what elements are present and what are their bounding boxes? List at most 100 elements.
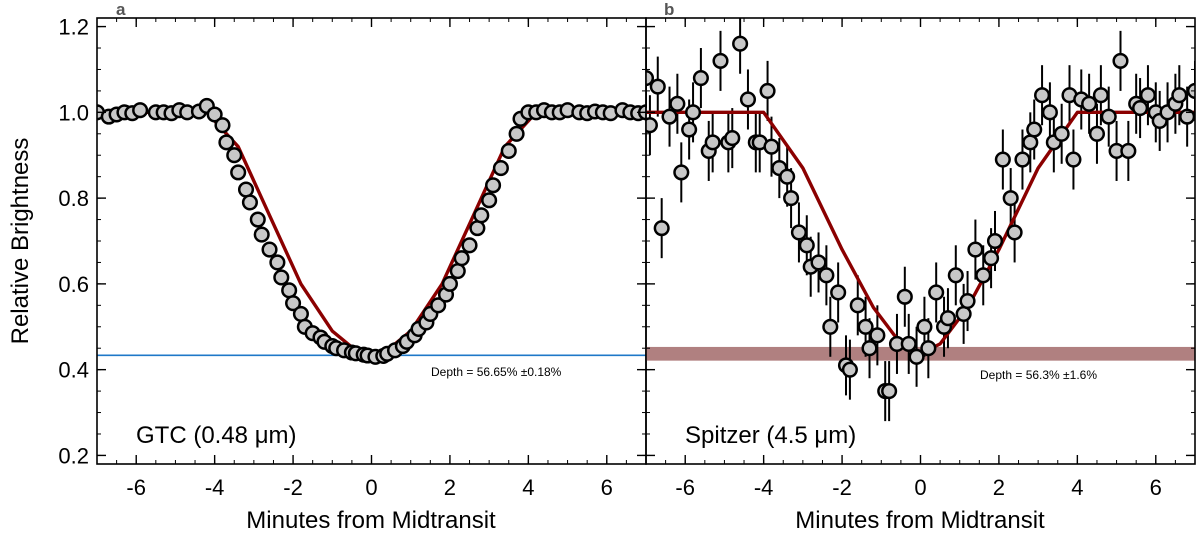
- x-tick-label: -6: [126, 475, 146, 500]
- data-point: [1034, 87, 1051, 104]
- data-point: [453, 250, 470, 267]
- data-point: [928, 284, 945, 301]
- data-point: [692, 69, 709, 87]
- data-point: [1053, 125, 1070, 142]
- x-tick-label: 6: [1150, 475, 1162, 500]
- data-point: [916, 318, 933, 335]
- data-point: [857, 318, 874, 335]
- data-point: [732, 35, 749, 52]
- data-point: [841, 361, 858, 378]
- data-point: [1081, 95, 1098, 112]
- x-tick-label: -2: [832, 475, 852, 500]
- data-point: [947, 267, 964, 284]
- data-point: [955, 305, 972, 322]
- data-point: [653, 220, 670, 237]
- panel-b-x-axis-title: Minutes from Midtransit: [795, 507, 1045, 534]
- data-point: [1112, 52, 1129, 69]
- data-point: [822, 318, 839, 335]
- data-point: [230, 164, 247, 181]
- data-point: [849, 297, 866, 314]
- panel-a-depth-label: Depth = 56.65% ±0.18%: [431, 365, 562, 379]
- data-point: [681, 121, 698, 138]
- y-tick-label: 0.2: [58, 443, 89, 468]
- data-point: [983, 250, 1000, 267]
- y-tick-label: 0.6: [58, 272, 89, 297]
- data-point: [1014, 151, 1031, 168]
- panel-a-model-layer: [97, 110, 646, 357]
- x-tick-label: -4: [754, 475, 774, 500]
- data-point: [739, 91, 757, 108]
- data-point: [759, 82, 776, 99]
- data-point: [1100, 108, 1117, 125]
- panel-a-letter: a: [116, 0, 126, 19]
- data-point: [967, 241, 984, 258]
- panel-b-depth-label: Depth = 56.3% ±1.6%: [980, 368, 1097, 382]
- x-tick-label: 4: [1071, 475, 1083, 500]
- x-tick-label: 0: [914, 475, 926, 500]
- x-tick-label: 0: [365, 475, 377, 500]
- data-point: [1065, 151, 1082, 168]
- data-point: [261, 241, 278, 258]
- data-point: [986, 232, 1004, 250]
- data-point: [1179, 108, 1195, 125]
- data-point: [810, 254, 827, 271]
- data-point: [481, 192, 498, 209]
- data-point: [763, 138, 780, 155]
- y-tick-label: 1.2: [58, 15, 89, 40]
- data-point: [430, 297, 447, 314]
- data-point: [896, 288, 913, 305]
- data-point: [869, 327, 886, 344]
- data-point: [1139, 87, 1156, 104]
- data-point: [285, 295, 302, 312]
- data-point: [473, 207, 490, 224]
- data-point: [724, 130, 741, 147]
- data-point: [1088, 125, 1106, 142]
- data-point: [1171, 87, 1188, 104]
- data-point: [939, 310, 957, 327]
- data-point: [920, 340, 937, 357]
- data-point: [206, 106, 223, 123]
- data-point: [1092, 87, 1109, 104]
- x-tick-label: 2: [444, 475, 456, 500]
- data-point: [508, 125, 525, 142]
- data-point: [798, 237, 815, 254]
- panel-a-frame: [96, 17, 647, 465]
- data-point: [779, 168, 796, 185]
- data-point: [449, 262, 466, 280]
- data-point: [908, 348, 925, 365]
- data-point: [1022, 134, 1039, 151]
- data-point: [900, 335, 917, 352]
- data-point: [485, 177, 502, 194]
- data-point: [881, 383, 898, 400]
- data-point: [253, 226, 270, 243]
- data-point: [441, 275, 458, 292]
- x-tick-label: 2: [993, 475, 1005, 500]
- data-point: [959, 292, 976, 310]
- data-point: [685, 104, 702, 121]
- panel-a-data-points: [97, 97, 646, 365]
- panel-a: a -6 -4 -2 0 2 4 6 0.2 0.4 0.6 0.8 1.0 1.2 Depth = 5…: [58, 0, 647, 534]
- x-tick-label: -4: [205, 475, 225, 500]
- data-point: [1002, 190, 1019, 207]
- data-point: [783, 190, 800, 207]
- y-tick-label: 0.8: [58, 186, 89, 211]
- data-point: [646, 117, 658, 134]
- data-point: [492, 160, 509, 177]
- data-point: [1132, 100, 1149, 117]
- data-point: [1006, 224, 1023, 241]
- data-point: [712, 52, 729, 69]
- y-tick-label: 1.0: [58, 100, 89, 125]
- data-point: [281, 282, 298, 299]
- data-point: [132, 102, 149, 119]
- x-tick-label: -6: [675, 475, 695, 500]
- panel-b-ticks: -6 -4 -2 0 2 4 6: [645, 18, 1196, 500]
- data-point: [241, 194, 258, 211]
- data-point: [218, 134, 235, 151]
- data-point: [1120, 142, 1137, 159]
- data-point: [249, 211, 266, 228]
- panel-a-instrument-label: GTC (0.48 μm): [136, 422, 297, 449]
- panel-a-x-axis-title: Minutes from Midtransit: [246, 507, 496, 534]
- data-point: [226, 147, 243, 164]
- data-point: [818, 267, 835, 284]
